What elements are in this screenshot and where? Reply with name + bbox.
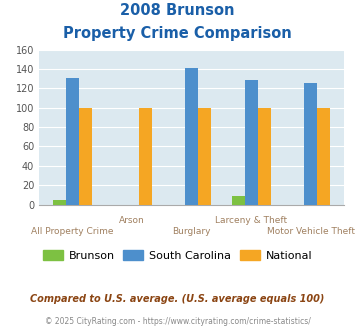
Text: Larceny & Theft: Larceny & Theft [215,216,287,225]
Bar [231,196,245,205]
Text: Compared to U.S. average. (U.S. average equals 100): Compared to U.S. average. (U.S. average … [30,294,325,304]
Bar [198,108,211,205]
Bar [185,68,198,205]
Text: Property Crime Comparison: Property Crime Comparison [63,26,292,41]
Bar [317,108,331,205]
Bar [258,108,271,205]
Text: All Property Crime: All Property Crime [31,227,114,236]
Bar [79,108,92,205]
Text: 2008 Brunson: 2008 Brunson [120,3,235,18]
Bar [66,78,79,205]
Bar [245,80,258,205]
Bar [53,200,66,205]
Text: © 2025 CityRating.com - https://www.cityrating.com/crime-statistics/: © 2025 CityRating.com - https://www.city… [45,317,310,326]
Bar [139,108,152,205]
Legend: Brunson, South Carolina, National: Brunson, South Carolina, National [38,246,317,265]
Text: Burglary: Burglary [173,227,211,236]
Text: Arson: Arson [119,216,145,225]
Text: Motor Vehicle Theft: Motor Vehicle Theft [267,227,355,236]
Bar [304,83,317,205]
